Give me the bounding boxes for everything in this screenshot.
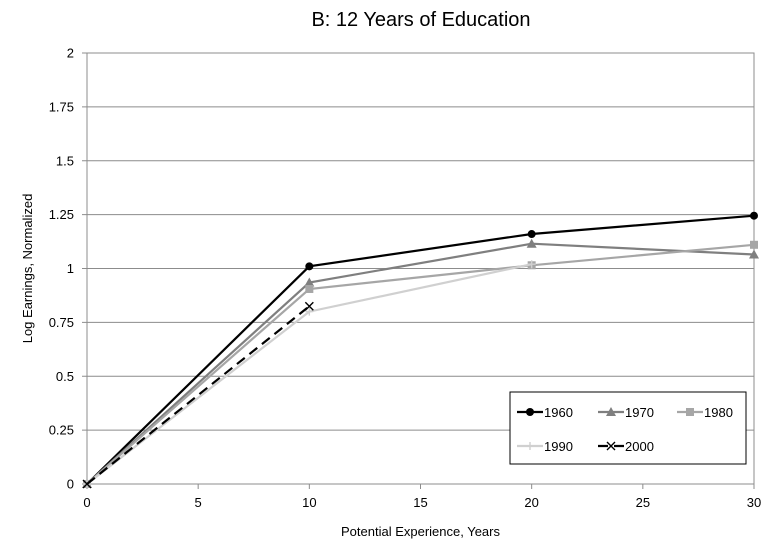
y-tick-label: 0.5 xyxy=(56,369,74,384)
legend-label: 1970 xyxy=(625,405,654,420)
data-point xyxy=(304,301,314,311)
data-point xyxy=(304,277,315,287)
x-tick-label: 25 xyxy=(636,495,650,510)
legend-box xyxy=(509,391,747,465)
data-point xyxy=(305,284,314,293)
y-tick-label: 2 xyxy=(67,46,74,61)
data-point xyxy=(606,441,616,451)
series-line xyxy=(86,243,755,485)
data-point xyxy=(527,230,536,239)
data-point xyxy=(526,238,537,248)
x-tick-label: 20 xyxy=(524,495,538,510)
series-line xyxy=(86,214,755,485)
legend-item: 2000 xyxy=(598,439,654,454)
data-point xyxy=(606,407,616,416)
data-point xyxy=(305,262,314,271)
y-tick-label: 0.75 xyxy=(49,315,74,330)
y-tick-label: 1 xyxy=(67,261,74,276)
data-point xyxy=(686,408,694,416)
legend-label: 1990 xyxy=(544,439,573,454)
x-tick-label: 30 xyxy=(747,495,761,510)
series-line xyxy=(86,263,532,485)
legend-label: 1980 xyxy=(704,405,733,420)
data-point xyxy=(750,211,758,220)
legend: 1960 1970 1980 1990 2000 xyxy=(509,391,747,465)
data-point xyxy=(82,479,92,489)
series-line xyxy=(86,242,755,485)
legend-item: 1990 xyxy=(517,439,573,454)
x-tick-label: 10 xyxy=(302,495,316,510)
data-point xyxy=(305,307,314,316)
y-tick-label: 1.25 xyxy=(49,207,74,222)
data-point xyxy=(526,408,534,416)
legend-item: 1980 xyxy=(677,405,733,420)
legend-label: 2000 xyxy=(625,439,654,454)
x-axis-label: Potential Experience, Years xyxy=(341,524,500,539)
y-tick-label: 1.5 xyxy=(56,153,74,168)
legend-item: 1960 xyxy=(517,405,573,420)
data-point xyxy=(526,442,534,450)
x-tick-label: 5 xyxy=(195,495,202,510)
y-tick-label: 0.25 xyxy=(49,423,74,438)
series-1990 xyxy=(83,260,536,488)
data-point xyxy=(749,249,759,259)
y-axis-label: Log Earnings, Normalized xyxy=(20,194,35,344)
y-tick-label: 0 xyxy=(67,477,74,492)
gridlines xyxy=(87,52,754,431)
y-tick-label: 1.75 xyxy=(49,99,74,114)
series-group xyxy=(82,211,759,489)
legend-label: 1960 xyxy=(544,405,573,420)
series-2000 xyxy=(82,301,314,489)
legend-item: 1970 xyxy=(598,405,654,420)
chart-title: B: 12 Years of Education xyxy=(311,9,530,31)
x-tick-label: 15 xyxy=(413,495,427,510)
x-tick-label: 0 xyxy=(83,495,90,510)
data-point xyxy=(527,260,536,269)
data-point xyxy=(750,240,758,249)
